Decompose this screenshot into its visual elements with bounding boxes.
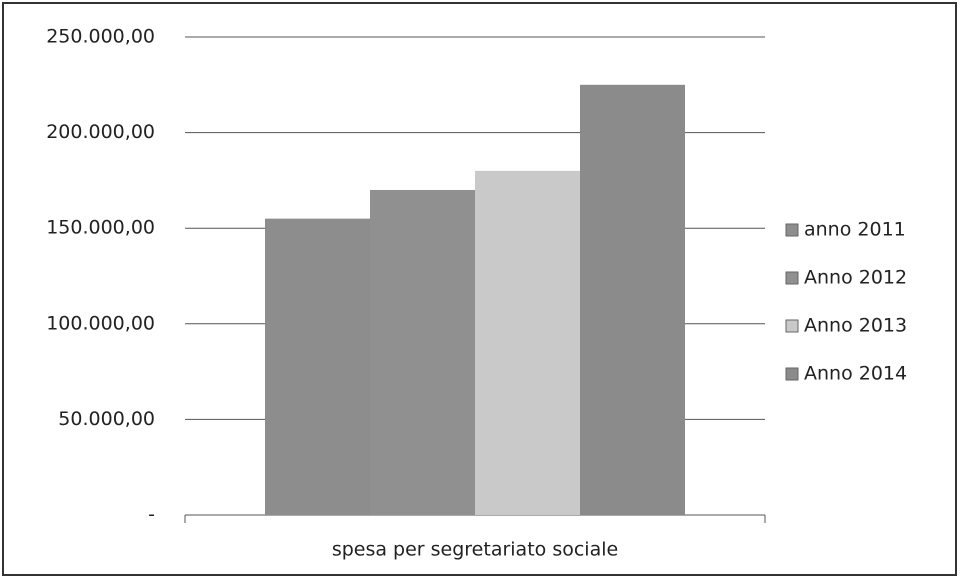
- bar: [580, 84, 685, 516]
- bar: [265, 218, 370, 515]
- y-tick-label: 50.000,00: [58, 408, 155, 430]
- y-tick-label: -: [148, 504, 155, 526]
- legend-swatch: [785, 367, 799, 381]
- legend-swatch: [785, 271, 799, 285]
- legend-label: Anno 2014: [804, 363, 907, 385]
- y-tick-label: 150.000,00: [46, 217, 155, 239]
- legend-label: Anno 2013: [804, 315, 907, 337]
- legend-label: anno 2011: [804, 219, 906, 241]
- y-tick-label: 100.000,00: [46, 312, 155, 334]
- legend-swatch: [785, 223, 799, 237]
- bar: [370, 189, 475, 515]
- x-tick-label: spesa per segretariato sociale: [332, 539, 618, 561]
- legend-swatch: [785, 319, 799, 333]
- legend-label: Anno 2012: [804, 267, 907, 289]
- y-tick-label: 200.000,00: [46, 121, 155, 143]
- bar: [475, 170, 580, 515]
- y-tick-label: 250.000,00: [46, 26, 155, 48]
